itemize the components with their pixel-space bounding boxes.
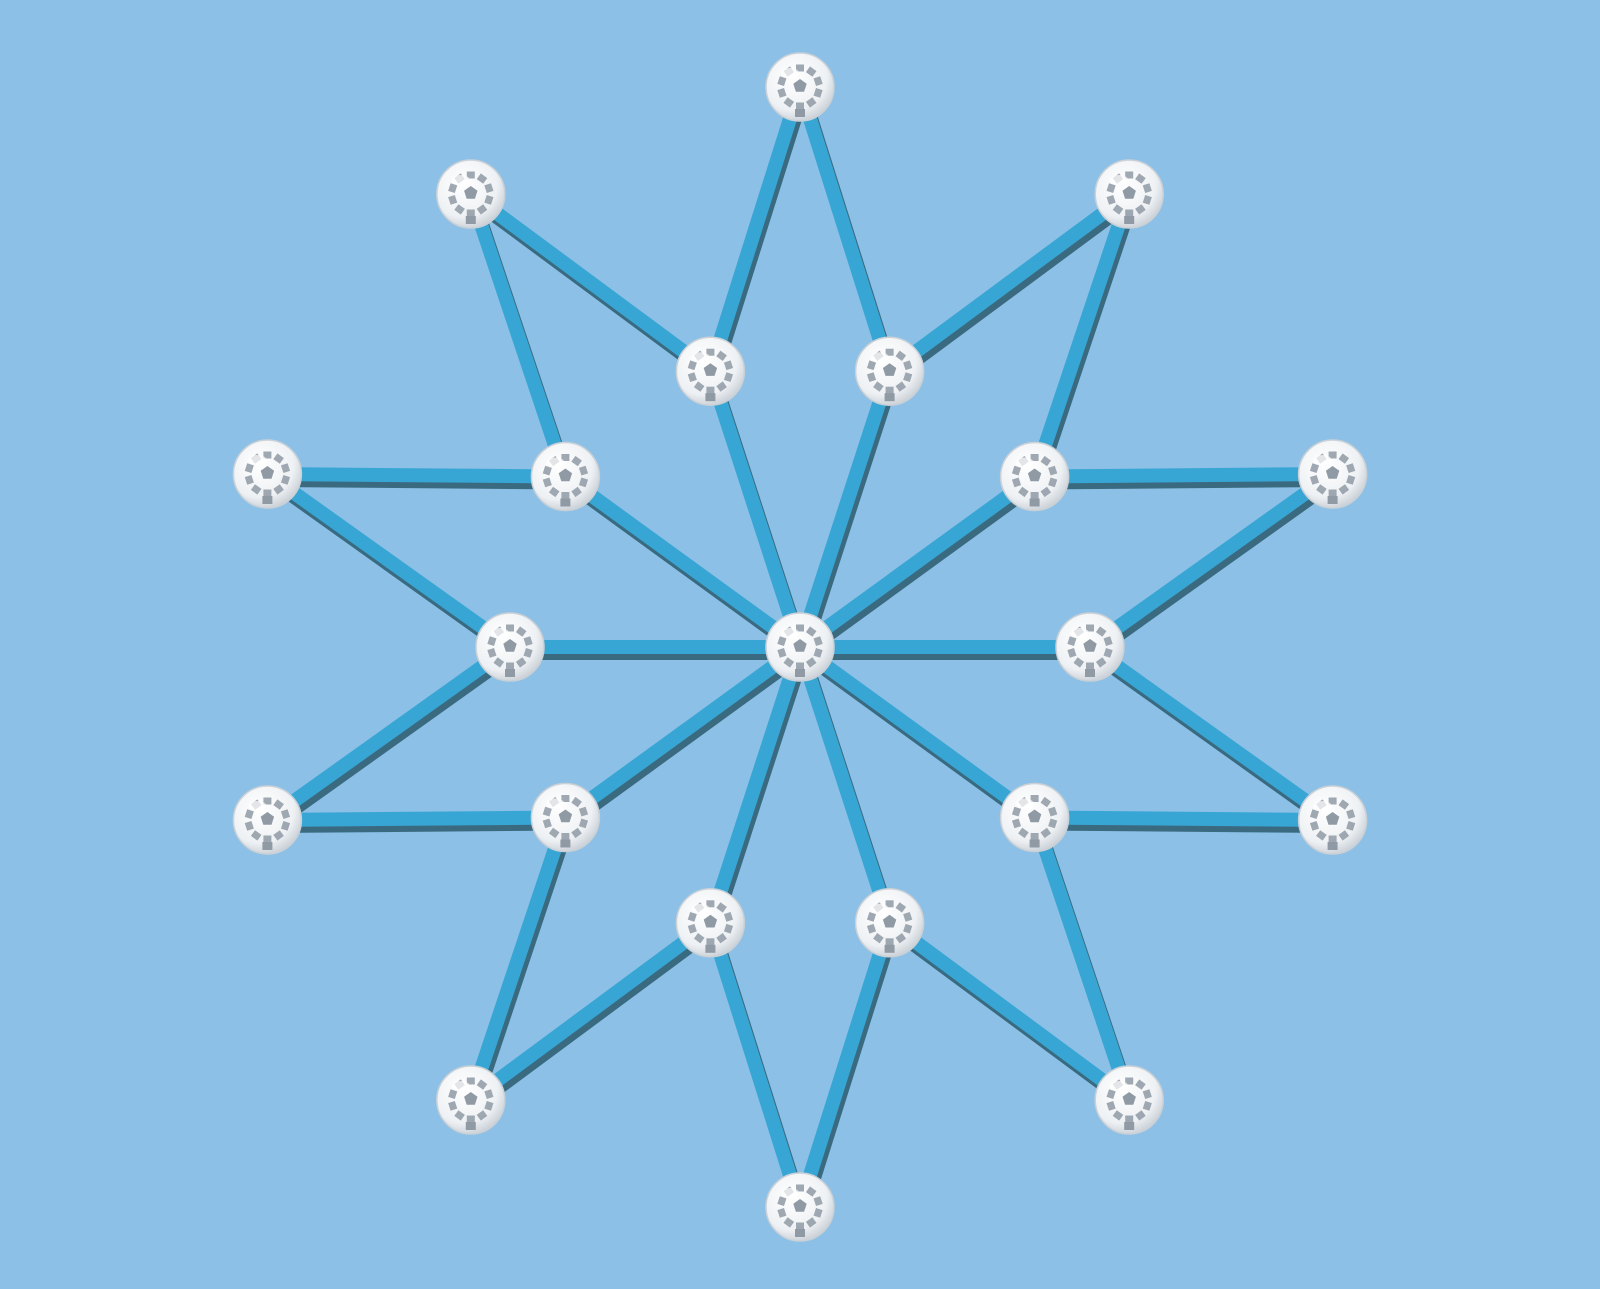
strut-inner-6-outer-7 bbox=[267, 810, 569, 834]
strut-inner-4-outer-5 bbox=[793, 920, 900, 1216]
strut-outer-1-inner-1 bbox=[1027, 191, 1139, 485]
strut-center-inner-9 bbox=[703, 369, 810, 656]
strut-center-inner-4 bbox=[793, 644, 900, 931]
strut-center-inner-2 bbox=[800, 640, 1093, 660]
strut-center-inner-1 bbox=[795, 470, 1042, 659]
strut-center-inner-6 bbox=[561, 641, 808, 830]
connector-ball-outer-0 bbox=[765, 52, 835, 122]
strut-center-inner-8 bbox=[561, 470, 808, 659]
strut-center-inner-5 bbox=[703, 644, 810, 931]
struts bbox=[263, 84, 1340, 1216]
strut-outer-0-inner-0 bbox=[793, 84, 900, 380]
strut-center-inner-3 bbox=[795, 641, 1042, 830]
strut-inner-2-outer-3 bbox=[1085, 641, 1340, 832]
connector-ball-inner-6 bbox=[530, 782, 601, 853]
connector-ball-outer-7 bbox=[232, 785, 303, 855]
strut-inner-0-outer-1 bbox=[885, 188, 1137, 383]
connector-ball-inner-4 bbox=[854, 888, 925, 958]
connector-ball-outer-8 bbox=[232, 439, 303, 509]
strut-outer-9-inner-9 bbox=[466, 188, 718, 383]
strut-outer-7-inner-7 bbox=[263, 641, 518, 832]
strut-inner-1-outer-2 bbox=[1034, 466, 1336, 490]
connector-ball-inner-3 bbox=[999, 782, 1070, 853]
connector-ball-outer-9 bbox=[436, 159, 506, 229]
strut-outer-3-inner-3 bbox=[1034, 810, 1336, 834]
connector-ball-inner-8 bbox=[530, 441, 601, 512]
connector-balls bbox=[232, 52, 1368, 1242]
connector-ball-outer-1 bbox=[1094, 159, 1164, 229]
strut-outer-8-inner-8 bbox=[267, 466, 569, 490]
strut-outer-2-inner-2 bbox=[1085, 468, 1340, 659]
strut-center-inner-7 bbox=[510, 640, 803, 660]
connector-ball-outer-4 bbox=[1094, 1065, 1164, 1135]
connector-ball-inner-2 bbox=[1055, 612, 1125, 682]
connector-ball-center bbox=[765, 612, 835, 682]
strut-inner-8-outer-9 bbox=[464, 191, 576, 485]
connector-ball-inner-9 bbox=[675, 336, 746, 406]
connector-ball-outer-6 bbox=[436, 1065, 506, 1135]
strut-outer-5-inner-5 bbox=[703, 920, 810, 1216]
strut-center-inner-0 bbox=[793, 369, 900, 656]
connector-ball-inner-1 bbox=[999, 441, 1070, 512]
strut-inner-7-outer-8 bbox=[263, 468, 518, 659]
strut-outer-4-inner-4 bbox=[885, 917, 1137, 1112]
strut-inner-5-outer-6 bbox=[466, 917, 718, 1112]
strut-inner-9-outer-0 bbox=[703, 84, 810, 380]
connector-ball-outer-5 bbox=[765, 1172, 835, 1242]
connector-ball-outer-2 bbox=[1297, 439, 1368, 509]
connector-ball-inner-7 bbox=[475, 612, 545, 682]
connector-ball-inner-5 bbox=[675, 888, 746, 958]
strut-inner-3-outer-4 bbox=[1027, 815, 1139, 1109]
connector-ball-outer-3 bbox=[1297, 785, 1368, 855]
strut-outer-6-inner-6 bbox=[464, 815, 576, 1109]
connector-ball-inner-0 bbox=[854, 336, 925, 406]
